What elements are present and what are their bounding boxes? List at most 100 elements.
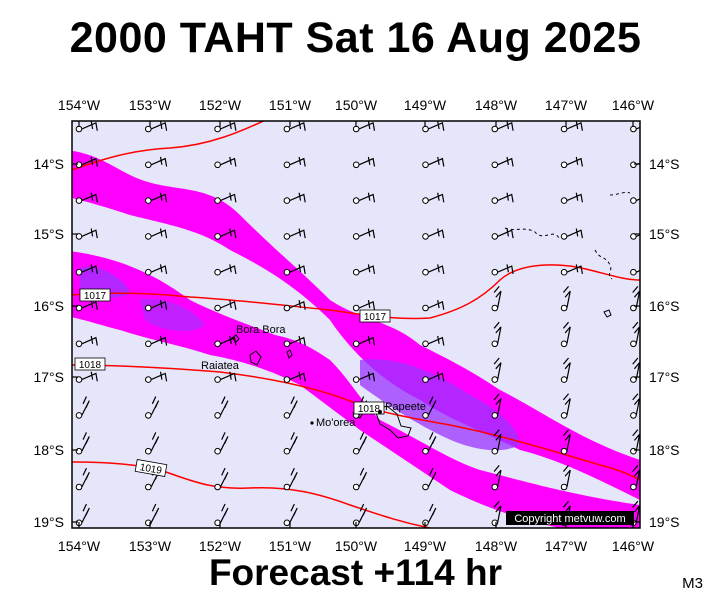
wind-barb: [352, 228, 376, 240]
wind-barb: [145, 228, 168, 240]
wind-barb: [214, 432, 229, 455]
wind-barb: [560, 465, 571, 491]
wind-barb: [75, 467, 90, 491]
isobar-labels: 1017 1017 1018 1018 1019: [74, 288, 391, 477]
wind-barb: [214, 335, 237, 348]
wind-barb: [630, 268, 640, 276]
wind-barb: [560, 228, 583, 240]
lon-label: 151°W: [269, 538, 312, 554]
island-raiatea: [249, 350, 262, 366]
lat-label: 18°S: [33, 442, 64, 458]
wind-barb: [491, 192, 514, 204]
lon-label: 148°W: [475, 538, 518, 554]
wind-barb: [491, 286, 502, 312]
wind-barb: [491, 429, 502, 455]
wind-barb: [422, 264, 445, 276]
rain-band-lower: [72, 251, 640, 528]
lon-label: 152°W: [199, 97, 242, 113]
wind-barb: [283, 264, 306, 276]
wind-barb: [145, 432, 160, 455]
wind-barb: [560, 429, 571, 455]
isobar-label: 1017: [364, 312, 387, 323]
isobar-label: 1018: [79, 360, 102, 371]
island-tuamotu-2: [594, 249, 613, 280]
lon-label: 150°W: [335, 538, 378, 554]
wind-barb: [352, 371, 376, 383]
isobar-label: 1017: [84, 291, 107, 302]
lat-label: 16°S: [33, 298, 64, 314]
wind-barb: [352, 264, 376, 276]
lat-label: 14°S: [33, 156, 64, 172]
axis-ticks: [72, 121, 640, 528]
wind-barb: [422, 503, 437, 527]
lon-label: 147°W: [545, 97, 588, 113]
lon-label: 154°W: [58, 97, 101, 113]
wind-barb: [283, 228, 306, 240]
wind-barb: [283, 371, 306, 383]
wind-barb: [214, 371, 237, 383]
wind-barb: [145, 156, 168, 169]
wind-barb: [491, 264, 514, 276]
lat-label: 18°S: [649, 442, 680, 458]
wind-barb: [491, 357, 502, 383]
wind-barb: [283, 156, 306, 169]
wind-barb: [422, 467, 437, 491]
wind-barb: [560, 156, 583, 169]
wind-barb: [75, 192, 98, 204]
lat-label: 17°S: [33, 369, 64, 385]
wind-barb: [214, 156, 237, 169]
lon-label: 146°W: [612, 538, 655, 554]
wind-barb: [491, 393, 502, 419]
wind-barb: [75, 335, 98, 348]
forecast-hour-label: Forecast +114 hr: [208, 552, 503, 593]
copyright-label: Copyright metvuw.com: [514, 513, 625, 525]
lat-label: 15°S: [33, 226, 64, 242]
isobar-label: 1018: [358, 404, 381, 415]
island-huahine: [286, 349, 293, 359]
isobar-label: 1019: [139, 462, 163, 477]
wind-barb: [422, 156, 445, 169]
wind-barb: [145, 264, 168, 276]
place-label-raiatea: Raiatea: [201, 360, 240, 372]
wind-barb: [283, 432, 298, 455]
wind-barb: [422, 335, 445, 348]
wind-barb: [630, 465, 640, 491]
wind-barb: [75, 121, 98, 133]
lat-labels-left: 14°S 15°S 16°S 17°S 18°S 19°S: [33, 156, 64, 530]
wind-barb: [352, 300, 376, 312]
wind-barb: [283, 467, 298, 491]
lon-label: 153°W: [129, 97, 172, 113]
wind-barb: [630, 197, 640, 204]
lon-label: 152°W: [199, 538, 242, 554]
wind-barb: [75, 432, 90, 455]
wind-barb: [214, 192, 237, 204]
wind-barb: [422, 228, 445, 240]
lat-label: 17°S: [649, 369, 680, 385]
wind-barb: [352, 335, 376, 348]
lon-label: 151°W: [269, 97, 312, 113]
wind-barb: [283, 335, 306, 348]
map-code-label: M3: [682, 575, 703, 592]
lon-label: 150°W: [335, 97, 378, 113]
wind-barb: [214, 264, 237, 276]
lat-label: 19°S: [649, 514, 680, 530]
island-tuamotu-4: [609, 191, 631, 196]
place-label-bora-bora: Bora Bora: [236, 324, 286, 336]
isobar-1016-north: [72, 121, 266, 171]
lon-label: 146°W: [612, 97, 655, 113]
wind-barb: [75, 396, 90, 419]
wind-barb: [214, 228, 237, 240]
wind-barb: [214, 121, 237, 133]
island-tuamotu-1: [504, 227, 560, 239]
lon-label: 154°W: [58, 538, 101, 554]
wind-barb: [560, 121, 583, 133]
wind-barb: [145, 371, 168, 383]
wind-barb: [145, 121, 168, 133]
lon-label: 149°W: [404, 97, 447, 113]
wind-barb: [283, 121, 306, 133]
wind-barb: [491, 121, 514, 133]
rain-heavy-east: [360, 359, 520, 451]
wind-barb: [75, 228, 98, 240]
wind-barb: [352, 156, 376, 169]
